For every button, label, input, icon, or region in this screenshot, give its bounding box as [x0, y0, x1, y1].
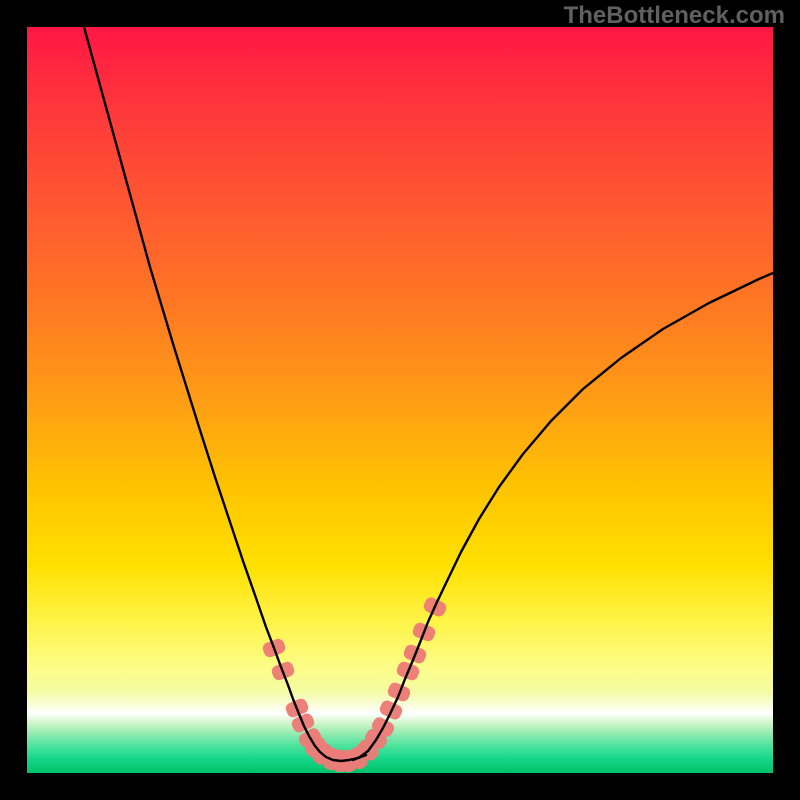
plot-area: [27, 27, 773, 773]
left-curve-markers: [261, 637, 347, 772]
left-curve: [84, 27, 366, 761]
right-curve-markers: [337, 596, 448, 775]
watermark-text: TheBottleneck.com: [564, 2, 785, 30]
chart-root: TheBottleneck.com: [0, 0, 800, 800]
curves-layer: [27, 27, 773, 773]
right-curve: [353, 273, 773, 760]
